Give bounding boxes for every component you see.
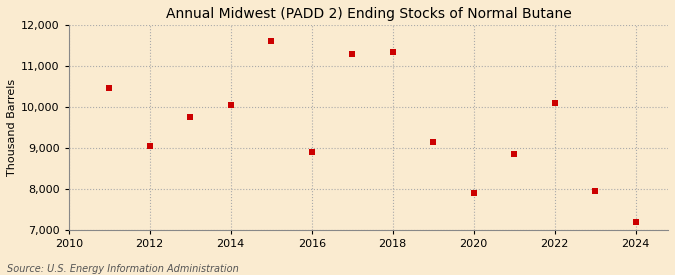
Point	[306, 150, 317, 154]
Point	[468, 191, 479, 195]
Point	[590, 189, 601, 193]
Point	[428, 139, 439, 144]
Point	[185, 115, 196, 119]
Y-axis label: Thousand Barrels: Thousand Barrels	[7, 79, 17, 176]
Point	[104, 86, 115, 90]
Title: Annual Midwest (PADD 2) Ending Stocks of Normal Butane: Annual Midwest (PADD 2) Ending Stocks of…	[165, 7, 571, 21]
Point	[225, 103, 236, 107]
Point	[347, 51, 358, 56]
Point	[630, 219, 641, 224]
Point	[144, 144, 155, 148]
Point	[266, 39, 277, 43]
Point	[509, 152, 520, 156]
Point	[387, 49, 398, 54]
Point	[549, 101, 560, 105]
Text: Source: U.S. Energy Information Administration: Source: U.S. Energy Information Administ…	[7, 264, 238, 274]
